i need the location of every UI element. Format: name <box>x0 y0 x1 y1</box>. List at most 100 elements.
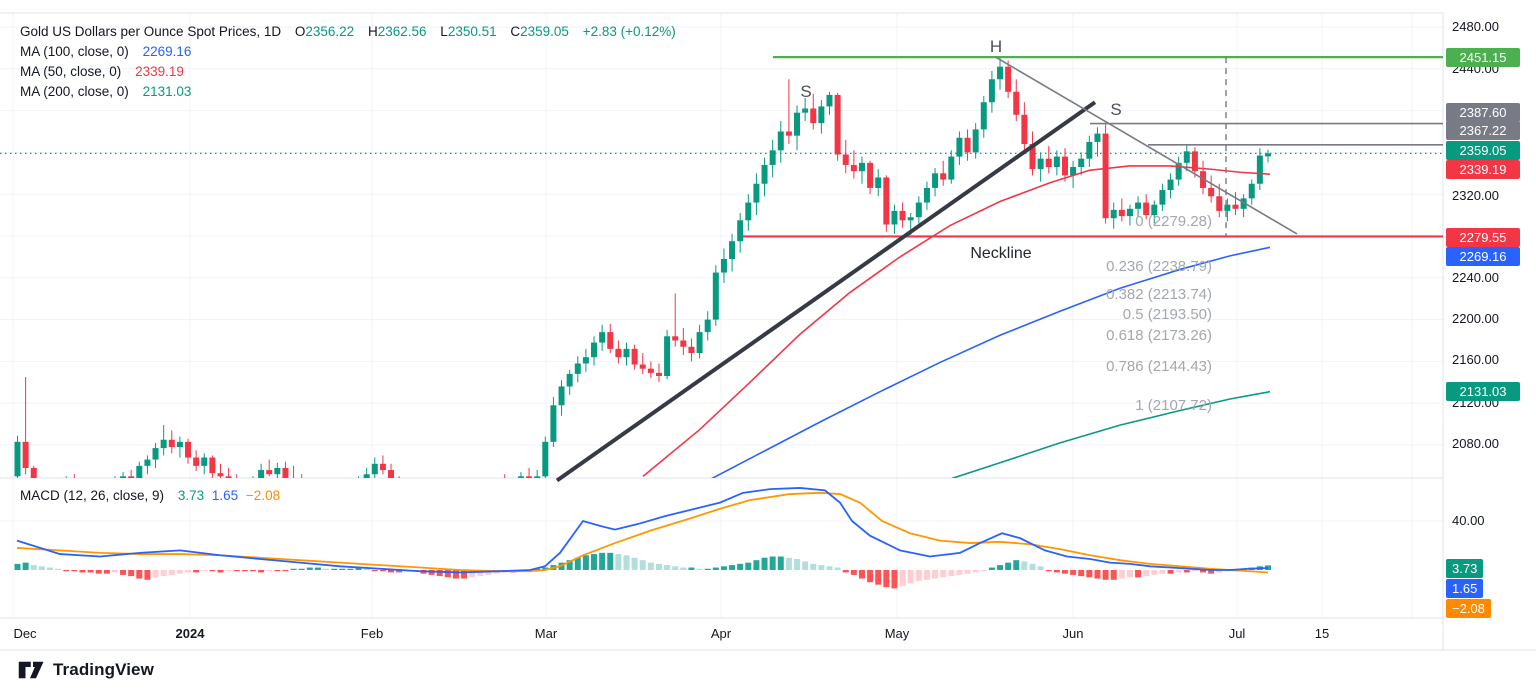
ma200-legend-row[interactable]: MA (200, close, 0) 2131.03 <box>20 82 676 102</box>
macd-histogram-bar <box>826 566 833 570</box>
macd-histogram-bar <box>1167 569 1174 574</box>
symbol-title-row[interactable]: Gold US Dollars per Ounce Spot Prices, 1… <box>20 22 676 42</box>
candle-body <box>1151 204 1158 216</box>
pattern-label-s[interactable]: S <box>1110 100 1122 119</box>
pattern-label-h[interactable]: H <box>989 37 1003 56</box>
macd-histogram-bar <box>282 569 289 572</box>
ohlc-open-label: O <box>294 24 306 39</box>
macd-histogram-bar <box>168 569 175 575</box>
candle-body <box>168 439 175 448</box>
symbol-title: Gold US Dollars per Ounce Spot Prices, 1… <box>20 24 282 39</box>
fibonacci-level-label[interactable]: 0.786 (2144.43) <box>1106 358 1212 375</box>
macd-histogram-bar <box>802 561 809 570</box>
macd-histogram-bar <box>932 569 939 579</box>
candle-body <box>421 503 427 507</box>
candle-body <box>291 478 297 481</box>
macd-histogram-bar <box>1159 569 1166 574</box>
candle-body <box>1102 133 1109 219</box>
candle-body <box>120 476 127 478</box>
candle-body <box>729 241 736 259</box>
price-axis-badge: 2279.55 <box>1446 227 1520 247</box>
fibonacci-level-label[interactable]: 0.382 (2213.74) <box>1106 286 1212 303</box>
candle-body <box>14 441 21 477</box>
fibonacci-level-label[interactable]: 0.236 (2238.79) <box>1106 258 1212 275</box>
macd-histogram-bar <box>842 569 849 573</box>
macd-histogram-bar <box>534 568 541 570</box>
macd-histogram-bar <box>1183 569 1190 573</box>
candle-body <box>339 489 345 493</box>
macd-histogram-bar <box>363 568 370 570</box>
candle-body <box>266 470 273 475</box>
pattern-label-s[interactable]: S <box>800 82 812 101</box>
candle-body <box>225 476 232 478</box>
pattern-label-neckline[interactable]: Neckline <box>970 245 1032 262</box>
macd-histogram-bar <box>1208 569 1215 574</box>
ma50-legend-row[interactable]: MA (50, close, 0) 2339.19 <box>20 62 676 82</box>
time-axis-label: Apr <box>710 626 732 641</box>
ma100-label: MA (100, close, 0) <box>20 44 129 59</box>
macd-histogram-bar <box>233 569 240 572</box>
price-axis-tick: 2160.00 <box>1452 352 1499 367</box>
macd-histogram-bar <box>306 567 313 570</box>
ma50-line <box>642 165 1271 477</box>
time-axis-label: Dec <box>13 626 37 641</box>
candle-body <box>875 177 882 188</box>
macd-histogram-bar <box>1200 569 1207 573</box>
macd-histogram-bar <box>566 560 573 570</box>
symbol-legend[interactable]: Gold US Dollars per Ounce Spot Prices, 1… <box>20 22 676 102</box>
candle-body <box>1118 209 1125 217</box>
price-axis-badge: 2451.15 <box>1446 47 1520 67</box>
macd-histogram-bar <box>176 569 183 574</box>
macd-histogram-bar <box>891 569 898 589</box>
fibonacci-level-label[interactable]: 0.5 (2193.50) <box>1122 306 1212 323</box>
fibonacci-level-label[interactable]: 0 (2279.28) <box>1135 213 1212 230</box>
fibonacci-level-label[interactable]: 1 (2107.72) <box>1135 397 1212 414</box>
macd-histogram-bar <box>875 569 882 585</box>
macd-histogram-bar <box>355 567 362 570</box>
candle-body <box>948 156 955 180</box>
macd-histogram-bar <box>956 569 963 575</box>
candle-body <box>883 177 890 225</box>
macd-histogram-bar <box>647 562 654 570</box>
candle-body <box>834 94 841 155</box>
candle-body <box>1005 66 1012 92</box>
macd-histogram-bar <box>858 569 865 579</box>
macd-histogram-bar <box>1151 569 1158 575</box>
time-axis-label: 2024 <box>175 626 205 641</box>
macd-histogram-bar <box>704 568 711 570</box>
macd-legend-row[interactable]: MACD (12, 26, close, 9) 3.73 1.65 −2.08 <box>20 486 280 506</box>
candle-body <box>566 373 573 387</box>
tradingview-logo[interactable]: TradingView <box>18 659 154 681</box>
macd-histogram-bar <box>128 569 135 577</box>
macd-histogram-bar <box>753 560 760 570</box>
macd-histogram-bar <box>87 569 94 573</box>
fibonacci-level-label[interactable]: 0.618 (2173.26) <box>1106 327 1212 344</box>
uptrend-line[interactable] <box>555 100 1097 483</box>
ohlc-high-label: H <box>367 24 378 39</box>
macd-histogram-bar <box>461 569 468 579</box>
candle-body <box>785 131 792 136</box>
candle-body <box>802 108 809 113</box>
candle-body <box>1070 167 1077 176</box>
macd-histogram-bar <box>46 567 53 570</box>
candle-body <box>152 448 159 460</box>
macd-histogram-bar <box>22 562 29 570</box>
macd-histogram-bar <box>314 567 321 570</box>
candle-body <box>282 467 289 478</box>
macd-histogram-bar <box>907 569 914 584</box>
macd-histogram-bar <box>972 569 979 573</box>
macd-histogram-bar <box>258 569 265 573</box>
tradingview-logo-icon <box>18 661 44 679</box>
macd-histogram-bar <box>899 569 906 586</box>
candle-body <box>388 470 395 478</box>
candle-body <box>356 481 362 485</box>
candle-body <box>818 106 825 124</box>
candle-body <box>396 483 402 491</box>
macd-histogram-bar <box>469 569 476 578</box>
ma100-legend-row[interactable]: MA (100, close, 0) 2269.16 <box>20 42 676 62</box>
macd-legend[interactable]: MACD (12, 26, close, 9) 3.73 1.65 −2.08 <box>20 486 280 506</box>
macd-indicator <box>14 487 1271 589</box>
hs-downtrend-line[interactable] <box>995 56 1298 235</box>
macd-histogram-bar <box>591 554 598 570</box>
